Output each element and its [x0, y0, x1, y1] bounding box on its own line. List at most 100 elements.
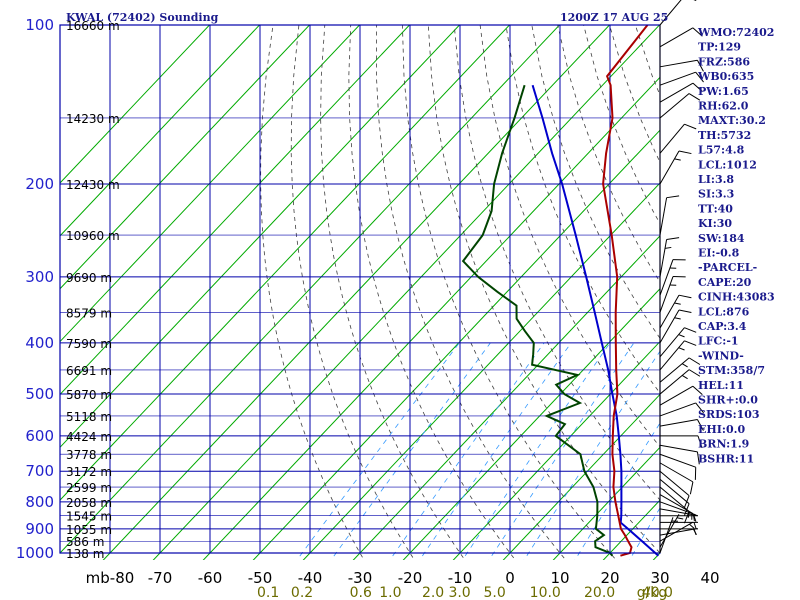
wind-barb [659, 444, 700, 465]
wind-barb [659, 486, 690, 524]
wind-barb-staff [659, 470, 690, 497]
wind-barb-staff [659, 385, 694, 406]
wind-barb-flag [689, 481, 694, 495]
wind-barb-staff [659, 419, 698, 427]
temperature-tick-label: -50 [248, 569, 273, 587]
wind-barb [659, 340, 697, 371]
wind-barb [660, 528, 698, 535]
isotherm-line [402, 288, 660, 560]
sounding-index-item: RH:62.0 [698, 100, 749, 113]
wind-barb [659, 237, 680, 278]
temperature-tick-label: -30 [348, 569, 373, 587]
height-label: 6691 m [66, 364, 112, 378]
wind-barb-staff [659, 501, 696, 516]
wind-barb [659, 93, 701, 119]
pressure-tick-label: 700 [25, 462, 54, 480]
sounding-index-item: MAXT:30.2 [698, 114, 766, 127]
wind-barb-staff [659, 197, 668, 236]
dry-adiabat-line [427, 25, 660, 554]
wind-barb-staff [659, 327, 685, 358]
dry-adiabat-line [320, 25, 466, 560]
wind-barb-flag [666, 237, 680, 240]
isotherm-line [60, 25, 311, 290]
dry-adiabat-line [375, 25, 567, 560]
mixing-ratio-label: 1.0 [379, 585, 401, 600]
wind-barb-staff [659, 27, 694, 48]
isotherm-line [502, 393, 660, 560]
height-label: 10960 m [66, 229, 120, 243]
wind-barb [659, 453, 697, 480]
wind-barb-flag [695, 402, 704, 414]
sounding-index-item: TP:129 [698, 41, 741, 54]
wind-barb [659, 470, 690, 508]
wind-barb-half-flag [689, 523, 695, 529]
wind-barb-staff [659, 123, 685, 154]
wind-barb [659, 357, 701, 383]
wind-barb-layer [659, 0, 704, 554]
temperature-tick-label: 20 [600, 569, 619, 587]
wind-barb [659, 27, 703, 48]
temperature-tick-label: -60 [198, 569, 223, 587]
wind-barb [659, 0, 697, 26]
wind-barb-staff [659, 59, 698, 68]
wind-barb-half-flag [692, 514, 695, 522]
wind-barb-staff [659, 462, 694, 483]
parcel-trace [531, 84, 660, 557]
wind-barb-half-flag [687, 511, 690, 518]
wind-barb-flag [683, 503, 690, 516]
sounding-index-item: -PARCEL- [698, 261, 757, 274]
wind-barb [659, 478, 690, 516]
wind-barb-staff [659, 369, 690, 395]
isotherm-line [60, 25, 361, 343]
sounding-index-item: TH:5732 [698, 129, 751, 142]
sounding-index-item: WMO:72402 [697, 26, 774, 39]
wind-barb-flag [683, 495, 690, 508]
wind-barb-flag [684, 340, 697, 346]
wind-barb-staff [659, 71, 696, 86]
wind-barb [659, 385, 703, 406]
sounding-index-item: CAP:3.4 [698, 320, 747, 333]
mixing-ratio-label: 10.0 [530, 585, 561, 600]
sounding-index-item: BSHR:11 [698, 452, 754, 465]
wind-barb [659, 402, 704, 417]
wind-barb-staff [659, 402, 696, 417]
wind-barb [659, 514, 684, 548]
pressure-tick-label: 900 [25, 520, 54, 538]
wind-barb-flag [695, 71, 704, 83]
temperature-tick-label: 10 [550, 569, 569, 587]
wind-barb [659, 309, 692, 344]
wind-barb [659, 501, 696, 520]
wind-barb-half-flag [678, 347, 685, 351]
wind-barb [659, 59, 704, 72]
wind-barb-staff [659, 150, 680, 185]
height-label: 1055 m [66, 523, 112, 537]
mixing-ratio-label: 40.0 [642, 585, 673, 600]
temperature-tick-label: -40 [298, 569, 323, 587]
wind-barb-staff [659, 82, 694, 103]
wind-barb-staff [659, 528, 698, 536]
sounding-index-item: TT:40 [698, 202, 733, 215]
wind-barb [660, 521, 698, 529]
wind-barb-flag [696, 59, 704, 72]
wind-barb [659, 369, 701, 395]
sounding-index-item: LFC:-1 [698, 335, 739, 348]
wind-barb-flag [697, 435, 703, 449]
sounding-index-item: STM:358/7 [698, 364, 765, 377]
height-label: 5870 m [66, 388, 112, 402]
sounding-index-item: HEL:11 [698, 379, 744, 392]
mixing-ratio-label: 5.0 [483, 585, 505, 600]
height-label: 8579 m [66, 306, 112, 320]
height-label: 7590 m [66, 337, 112, 351]
wind-barb-half-flag [693, 515, 697, 522]
mixing-ratio-label: 2.0 [422, 585, 444, 600]
wind-barb-half-flag [664, 246, 672, 249]
temperature-trace [602, 25, 649, 557]
height-label: 138 m [66, 547, 104, 561]
wind-barb [659, 195, 680, 236]
wind-barb [659, 327, 697, 358]
wind-barb-staff [659, 276, 674, 313]
dry-adiabat-line [402, 25, 617, 560]
isotherm-line [252, 129, 660, 560]
sounding-index-item: LI:3.8 [698, 173, 734, 186]
